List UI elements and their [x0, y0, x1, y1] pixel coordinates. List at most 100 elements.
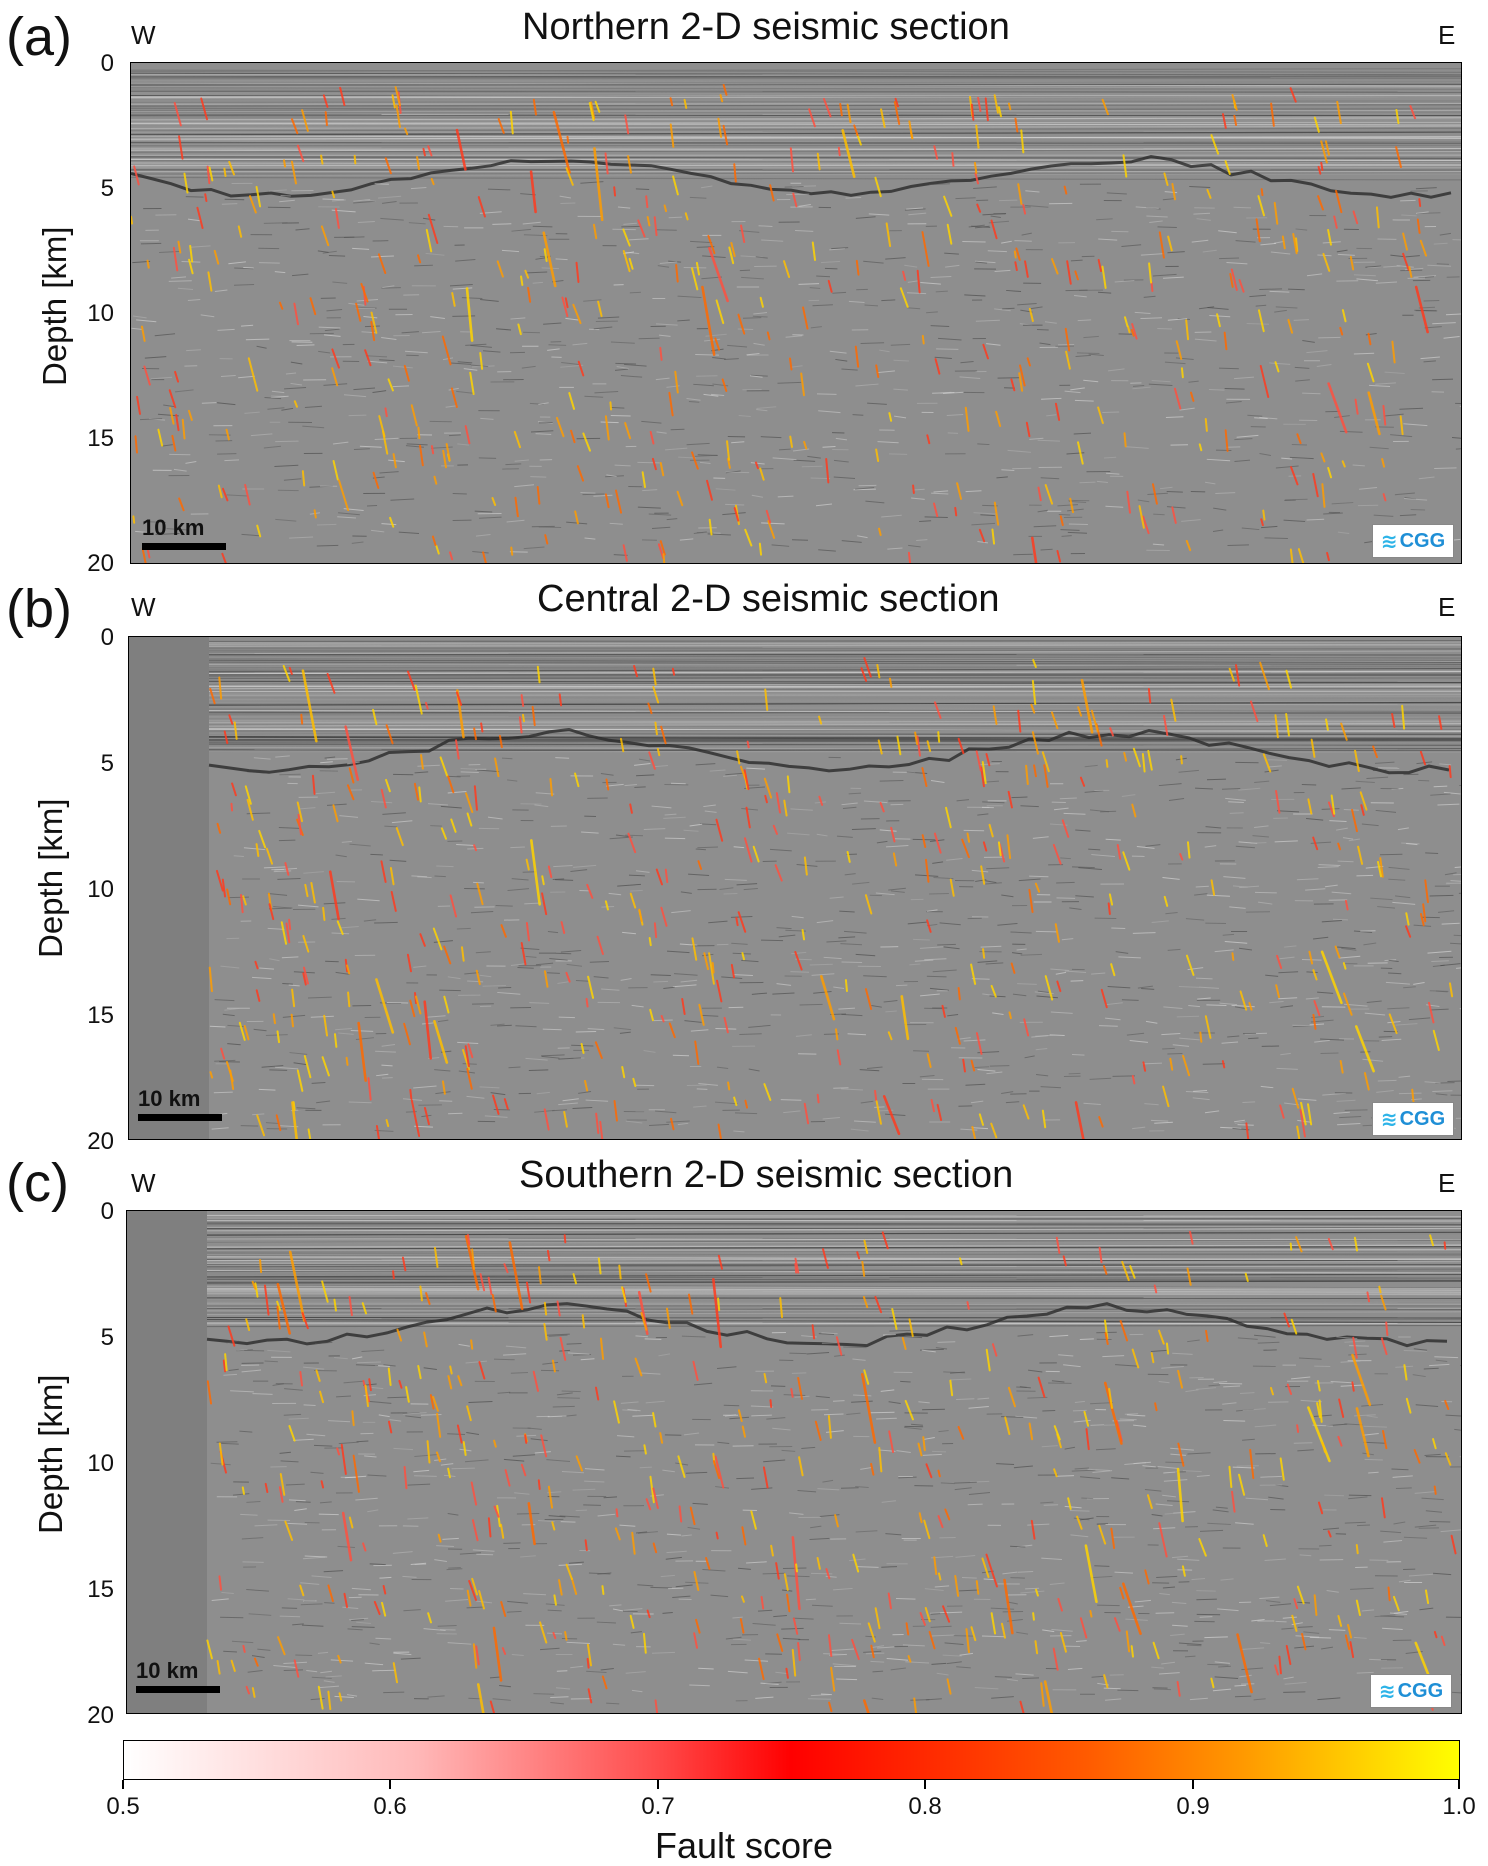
seismic-texture — [1337, 1123, 1361, 1126]
fault-streak — [946, 1678, 952, 1695]
seismic-texture — [1408, 1017, 1431, 1021]
fault-streak — [645, 1498, 652, 1511]
seismic-texture — [787, 832, 810, 836]
seismic-texture — [346, 1694, 358, 1697]
seismic-texture — [1075, 354, 1092, 357]
seismic-texture — [1089, 809, 1110, 813]
seismic-texture — [687, 1526, 701, 1530]
fault-streak — [582, 432, 591, 452]
fault-streak — [1239, 990, 1248, 1011]
seismic-texture — [708, 920, 728, 924]
seismic-texture — [622, 931, 637, 935]
fault-streak — [581, 1314, 586, 1329]
fault-streak — [1105, 759, 1109, 768]
seismic-texture — [701, 1014, 719, 1017]
seismic-texture — [353, 448, 370, 451]
fault-streak — [1053, 1468, 1058, 1478]
reflector-line — [206, 1239, 1461, 1243]
seismic-texture — [281, 407, 294, 411]
fault-streak — [1158, 231, 1165, 259]
seismic-texture — [498, 986, 512, 989]
fault-streak — [1152, 1641, 1160, 1660]
seismic-texture — [389, 859, 407, 862]
seismic-texture — [630, 1631, 642, 1634]
section-background — [131, 63, 1461, 563]
fault-streak — [1030, 1519, 1036, 1540]
fault-streak — [225, 1061, 234, 1082]
fault-streak — [473, 844, 478, 852]
seismic-texture — [1220, 1126, 1242, 1129]
fault-streak — [870, 1644, 875, 1659]
fault-streak — [410, 404, 418, 427]
fault-streak — [572, 1273, 578, 1285]
seismic-texture — [841, 540, 862, 543]
colorbar-tick-label: 0.9 — [1176, 1793, 1210, 1820]
seismic-texture — [1064, 390, 1081, 394]
seismic-texture — [1423, 360, 1436, 363]
fault-streak — [791, 1536, 801, 1611]
seismic-texture — [886, 1657, 909, 1661]
seismic-texture — [832, 1400, 845, 1402]
fault-streak — [435, 1451, 441, 1463]
seismic-texture — [625, 1120, 643, 1124]
seismic-texture — [890, 343, 911, 346]
fault-streak — [173, 101, 182, 127]
seismic-texture — [379, 359, 395, 362]
fault-streak — [426, 1440, 431, 1464]
seismic-texture — [374, 183, 389, 185]
seismic-texture — [1450, 880, 1461, 882]
seismic-texture — [989, 995, 1006, 998]
reflector-line — [131, 161, 1461, 166]
seismic-texture — [1077, 319, 1092, 322]
seismic-texture — [511, 878, 529, 881]
fault-streak — [382, 430, 389, 455]
seismic-texture — [1154, 1121, 1173, 1124]
fault-streak — [357, 1021, 367, 1082]
fault-streak — [1339, 1059, 1344, 1074]
seismic-texture — [614, 464, 631, 467]
seismic-texture — [955, 1554, 976, 1558]
seismic-texture — [401, 331, 419, 334]
seismic-texture — [339, 815, 359, 818]
fault-streak — [189, 244, 194, 263]
seismic-texture — [462, 1063, 477, 1065]
fault-streak — [1119, 1586, 1125, 1600]
seismic-texture — [511, 228, 532, 232]
y-tick: 20 — [87, 1128, 114, 1155]
fault-streak — [301, 1312, 309, 1330]
seismic-texture — [306, 1433, 326, 1437]
seismic-texture — [895, 984, 908, 987]
fault-streak — [691, 267, 699, 291]
seismic-texture — [1010, 1545, 1026, 1548]
fault-streak — [293, 400, 298, 408]
seismic-texture — [311, 1575, 332, 1578]
seismic-texture — [1145, 844, 1161, 847]
fault-streak — [370, 311, 378, 334]
seismic-texture — [639, 1372, 661, 1375]
fault-streak — [803, 440, 808, 450]
fault-streak — [466, 1589, 472, 1607]
fault-streak — [875, 1100, 882, 1125]
seismic-texture — [1105, 838, 1121, 841]
fault-streak — [1351, 1381, 1355, 1392]
fault-streak — [466, 1405, 472, 1422]
fault-streak — [433, 475, 438, 485]
reflector-line — [131, 73, 1461, 77]
seismic-texture — [474, 510, 493, 513]
seismic-texture — [447, 1433, 466, 1435]
fault-streak — [624, 422, 632, 440]
fault-streak — [970, 103, 975, 121]
fault-streak — [517, 323, 522, 336]
seismic-texture — [1001, 894, 1014, 898]
fault-streak — [1313, 116, 1320, 133]
seismic-texture — [1165, 416, 1184, 418]
fault-streak — [228, 714, 234, 725]
seismic-texture — [352, 247, 370, 250]
seismic-texture — [228, 1368, 239, 1372]
seismic-texture — [135, 530, 153, 534]
fault-streak — [1235, 664, 1241, 687]
seismic-texture — [1305, 997, 1319, 1000]
seismic-texture — [606, 1702, 620, 1705]
seismic-texture — [370, 853, 383, 856]
fault-streak — [863, 1239, 869, 1254]
